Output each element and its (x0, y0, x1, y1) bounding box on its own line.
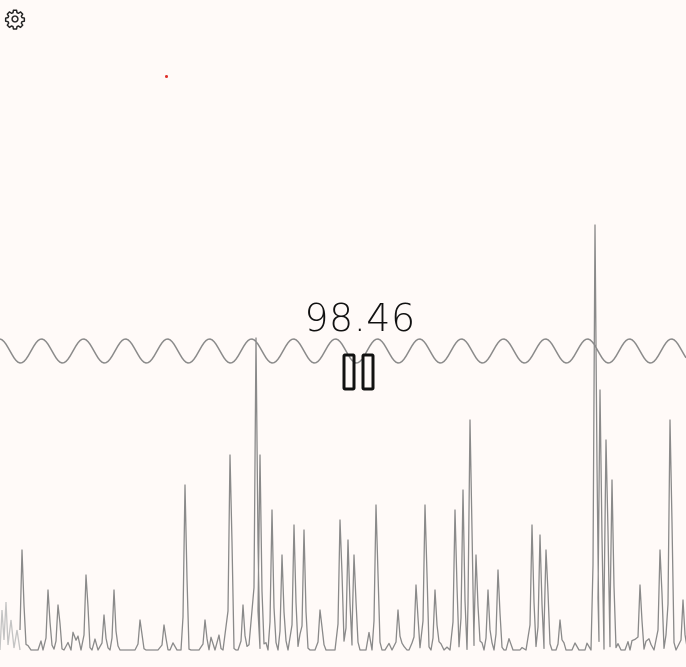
spike-trace (19, 224, 686, 651)
gear-icon (4, 9, 26, 30)
settings-button[interactable] (4, 8, 26, 30)
pause-icon (342, 353, 375, 391)
pause-button[interactable] (340, 353, 380, 393)
recording-indicator-dot (165, 75, 168, 78)
frequency-reading: 98.46 (304, 296, 416, 340)
spike-trace-faint (0, 601, 21, 651)
